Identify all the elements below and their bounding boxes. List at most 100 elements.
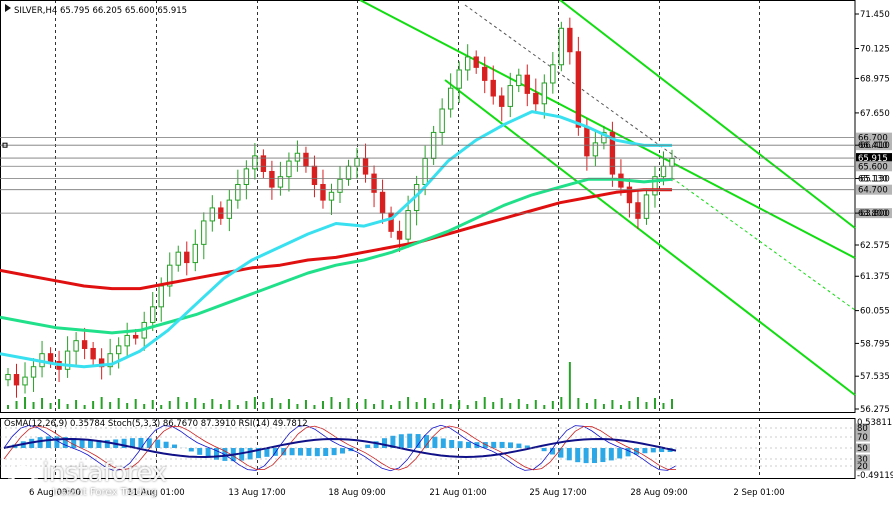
osma-bar — [197, 448, 202, 455]
volume-bar — [475, 401, 477, 409]
ema-fast-line — [0, 112, 672, 367]
candle-body — [551, 65, 555, 83]
volume-bar — [441, 399, 443, 409]
osma-bar — [516, 444, 521, 448]
volume-bar — [75, 400, 77, 409]
volume-bar — [262, 402, 264, 409]
x-tick-label: 25 Aug 17:00 — [529, 488, 586, 498]
y-tick-label: 58.795 — [860, 339, 890, 349]
volume-bar — [237, 405, 239, 409]
candle-body — [125, 335, 129, 345]
candle-body — [133, 335, 137, 338]
candle-body — [355, 158, 359, 166]
volume-bar — [492, 402, 494, 409]
volume-bar — [637, 397, 639, 409]
candle-body — [397, 231, 401, 239]
volume-bar — [288, 399, 290, 409]
osma-bar — [38, 437, 43, 448]
y-tick-label: 62.575 — [860, 241, 890, 251]
y-tick-label: 61.375 — [860, 272, 890, 282]
osma-min-label: -0.49119 — [857, 471, 893, 481]
volume-bar — [365, 399, 367, 409]
volume-bar — [654, 398, 656, 409]
osma-bar — [172, 445, 177, 448]
volume-bar — [594, 399, 596, 409]
x-tick-label: 13 Aug 17:00 — [228, 488, 285, 498]
volume-bar — [279, 403, 281, 409]
volume-bar — [143, 404, 145, 409]
volume-bar — [84, 405, 86, 409]
osma-bar — [584, 448, 589, 463]
osma-bar — [609, 448, 614, 460]
volume-bar — [373, 404, 375, 409]
osma-bar — [382, 438, 387, 448]
osma-bar — [164, 442, 169, 448]
osma-bar — [416, 434, 421, 448]
volume-bar — [356, 403, 358, 409]
volume-bar — [118, 398, 120, 409]
candle-body — [508, 86, 512, 107]
osma-bar — [290, 448, 295, 455]
osma-bar — [558, 448, 563, 458]
candle-body — [380, 192, 384, 213]
candle-body — [295, 153, 299, 161]
candle-body — [176, 252, 180, 265]
channel-line — [360, 0, 855, 258]
main-plot-frame — [1, 1, 856, 413]
candle-body — [346, 166, 350, 179]
volume-bar — [305, 400, 307, 409]
candle-body — [304, 153, 308, 166]
volume-bar — [186, 402, 188, 409]
candle-body — [457, 70, 461, 88]
osma-bar — [567, 448, 572, 460]
y-tick-label: 68.975 — [860, 74, 890, 84]
y-tick-label: 66.410 — [860, 141, 890, 151]
osma-bar — [365, 445, 370, 448]
candle-body — [74, 341, 78, 351]
osma-bar — [399, 434, 404, 448]
volume-bar — [160, 405, 162, 409]
volume-bar — [603, 404, 605, 409]
volume-bar — [245, 401, 247, 409]
volume-bar — [560, 397, 562, 409]
volume-bar — [407, 397, 409, 409]
volume-bar — [509, 403, 511, 409]
volume-bar — [467, 405, 469, 409]
volume-bar — [109, 402, 111, 409]
volume-bar — [313, 405, 315, 409]
candle-body — [423, 158, 427, 184]
candle-body — [576, 52, 580, 127]
volume-bar — [586, 403, 588, 409]
volume-bar — [348, 398, 350, 409]
candle-body — [185, 252, 189, 262]
candle-body — [542, 83, 546, 104]
osma-bar — [432, 437, 437, 448]
candle-body — [465, 57, 469, 70]
volume-bar — [450, 404, 452, 409]
volume-bar — [484, 397, 486, 409]
volume-bar — [271, 398, 273, 409]
volume-bar — [177, 397, 179, 409]
candle-body — [559, 28, 563, 64]
volume-bar — [41, 398, 43, 409]
volume-bar — [390, 405, 392, 409]
osma-bar — [542, 448, 547, 451]
volume-bar — [535, 400, 537, 409]
candle-body — [31, 367, 35, 377]
osma-bar — [508, 442, 513, 448]
volume-bar — [620, 405, 622, 409]
volume-bar — [569, 362, 571, 409]
osma-bar — [155, 440, 160, 448]
candle-body — [406, 211, 410, 240]
candle-body — [534, 93, 538, 103]
candlesticks — [6, 18, 674, 398]
volume-bar — [501, 398, 503, 409]
osma-bar — [466, 442, 471, 448]
volume-bar — [67, 404, 69, 409]
volume-bar — [662, 403, 664, 409]
osma-bar — [575, 448, 580, 462]
osma-bar — [189, 448, 194, 451]
osma-bar — [340, 448, 345, 454]
